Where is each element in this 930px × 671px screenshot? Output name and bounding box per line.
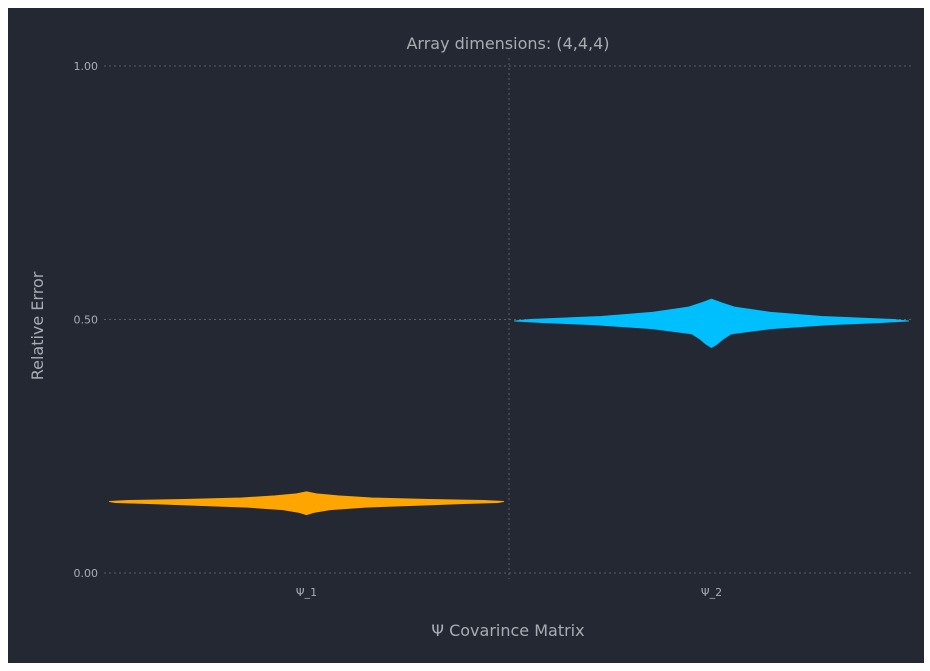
violin-1 [109, 491, 504, 516]
violin-chart: 0.00 0.50 1.00 Ψ_1 Ψ_2 Array dimensions: (4,… [28, 34, 914, 640]
x-tick-label: Ψ_2 [701, 586, 722, 599]
y-tick-label: 0.00 [74, 567, 99, 580]
y-tick-label: 0.50 [74, 314, 99, 327]
chart-figure: 0.00 0.50 1.00 Ψ_1 Ψ_2 Array dimensions: (4,… [8, 8, 924, 663]
x-axis-label: Ψ Covarince Matrix [431, 621, 584, 640]
x-tick-label: Ψ_1 [296, 586, 317, 599]
tick-labels: 0.00 0.50 1.00 Ψ_1 Ψ_2 [74, 60, 723, 599]
chart-title: Array dimensions: (4,4,4) [406, 34, 609, 53]
y-tick-label: 1.00 [74, 60, 99, 73]
violins [109, 298, 909, 516]
y-axis-label: Relative Error [28, 271, 47, 380]
violin-2 [514, 298, 909, 348]
